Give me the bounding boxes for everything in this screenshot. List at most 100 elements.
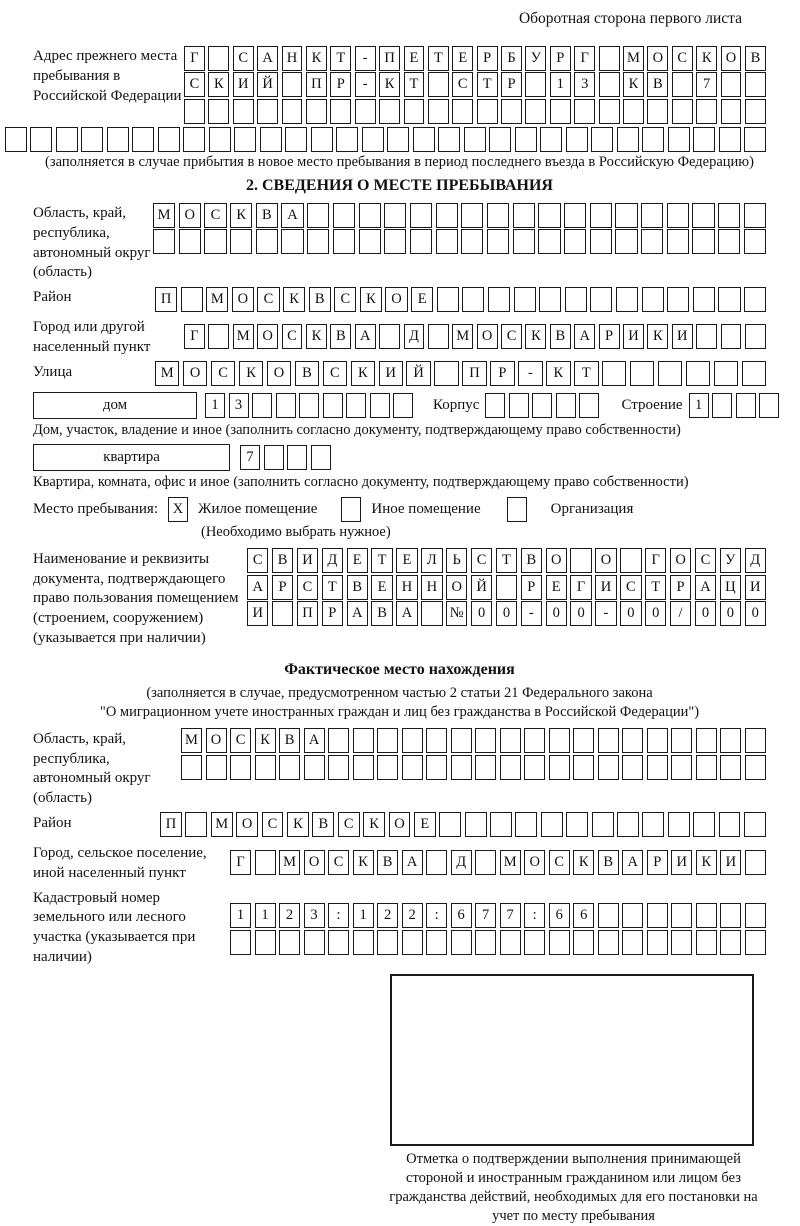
char-cell: 0 (645, 601, 667, 627)
char-cell (495, 574, 518, 600)
char-cell: Т (574, 361, 599, 387)
char-cell (598, 72, 620, 97)
char-cell (255, 229, 278, 254)
char-cell: К (546, 361, 571, 387)
char-cell: № (446, 601, 468, 627)
char-cell: С (230, 728, 252, 754)
char-cell: О (257, 323, 279, 349)
char-cell: И (595, 574, 617, 600)
option-zhiloe-label: Жилое помещение (198, 500, 318, 517)
char-cell (671, 903, 693, 929)
char-cell (564, 229, 587, 254)
char-cell (743, 229, 766, 254)
char-cell: В (744, 45, 766, 71)
char-cell (590, 286, 613, 312)
char-cell (369, 393, 390, 419)
char-cell (566, 812, 589, 838)
char-cell (184, 98, 205, 124)
char-cell: - (354, 45, 376, 71)
char-cell: Ц (719, 574, 741, 600)
char-cell (642, 127, 665, 152)
char-cell (409, 202, 433, 228)
char-cell: И (671, 849, 693, 875)
char-cell: 1 (352, 903, 374, 929)
char-cell: Е (452, 45, 474, 71)
page-title: Оборотная сторона первого листа (518, 10, 742, 27)
char-cell: К (623, 72, 644, 97)
char-cell: М (153, 202, 176, 228)
kvartira-caption: Квартира, комната, офис и иное (заполнит… (33, 473, 689, 490)
char-cell (387, 127, 410, 152)
fact-kadastr-row-2 (230, 929, 766, 955)
char-cell: С (620, 574, 642, 600)
char-cell: С (261, 812, 284, 838)
char-cell: - (518, 361, 543, 387)
char-cell: А (303, 728, 325, 754)
char-cell: 7 (240, 445, 260, 471)
char-cell: : (426, 903, 448, 929)
char-cell: А (396, 601, 418, 627)
char-cell: С (322, 361, 348, 387)
char-cell (377, 929, 399, 955)
option-inoe-label: Иное помещение (371, 500, 481, 517)
char-cell: С (210, 361, 236, 387)
char-cell (589, 202, 612, 228)
char-cell: / (669, 601, 692, 627)
char-cell (538, 229, 561, 254)
char-cell (718, 229, 741, 254)
char-cell: С (247, 548, 269, 574)
char-cell: 0 (545, 601, 567, 627)
char-cell: Т (495, 548, 518, 574)
char-cell: А (247, 574, 269, 600)
char-cell (525, 98, 547, 124)
char-cell: Р (501, 72, 522, 97)
char-cell (299, 393, 319, 419)
char-cell: 6 (548, 903, 570, 929)
char-cell: С (548, 849, 570, 875)
char-cell (328, 929, 350, 955)
char-cell: М (232, 323, 254, 349)
char-cell: О (647, 45, 669, 71)
char-cell (646, 728, 668, 754)
char-cell (744, 849, 766, 875)
checkbox-inoe (341, 496, 362, 522)
char-cell (427, 72, 449, 97)
char-cell (486, 229, 510, 254)
char-cell (512, 229, 535, 254)
mesto-note: (Необходимо выбрать нужное) (201, 523, 391, 540)
char-cell (622, 754, 644, 780)
char-cell (426, 754, 448, 780)
char-cell: Ь (446, 548, 468, 574)
char-cell: И (671, 323, 693, 349)
char-cell (476, 98, 498, 124)
option-organizatsiya-label: Организация (550, 500, 634, 517)
char-cell (629, 361, 655, 387)
char-cell (275, 393, 296, 419)
char-cell (358, 202, 381, 228)
char-cell (208, 45, 230, 71)
s2-ulitsa-label: Улица (33, 363, 73, 380)
char-cell (646, 903, 668, 929)
char-cell (597, 728, 619, 754)
char-cell (464, 812, 487, 838)
char-cell: 0 (694, 601, 717, 627)
char-cell (720, 903, 742, 929)
char-cell: Г (230, 849, 252, 875)
doc-block: Наименование и реквизиты документа, подт… (33, 547, 766, 649)
char-cell: О (545, 548, 567, 574)
char-cell (450, 728, 472, 754)
char-cell: К (230, 202, 253, 228)
char-cell (641, 286, 664, 312)
fact-kadastr-label: Кадастровый номер земельного или лесного… (33, 889, 196, 965)
fact-gorod-label: Город, сельское поселение, иной населенн… (33, 844, 207, 881)
char-cell (401, 929, 423, 955)
char-cell (718, 127, 741, 152)
char-cell: А (622, 849, 644, 875)
char-cell (540, 812, 563, 838)
char-cell (377, 728, 399, 754)
char-cell: Р (646, 849, 668, 875)
kvartira-row: квартира 7 (33, 444, 766, 472)
